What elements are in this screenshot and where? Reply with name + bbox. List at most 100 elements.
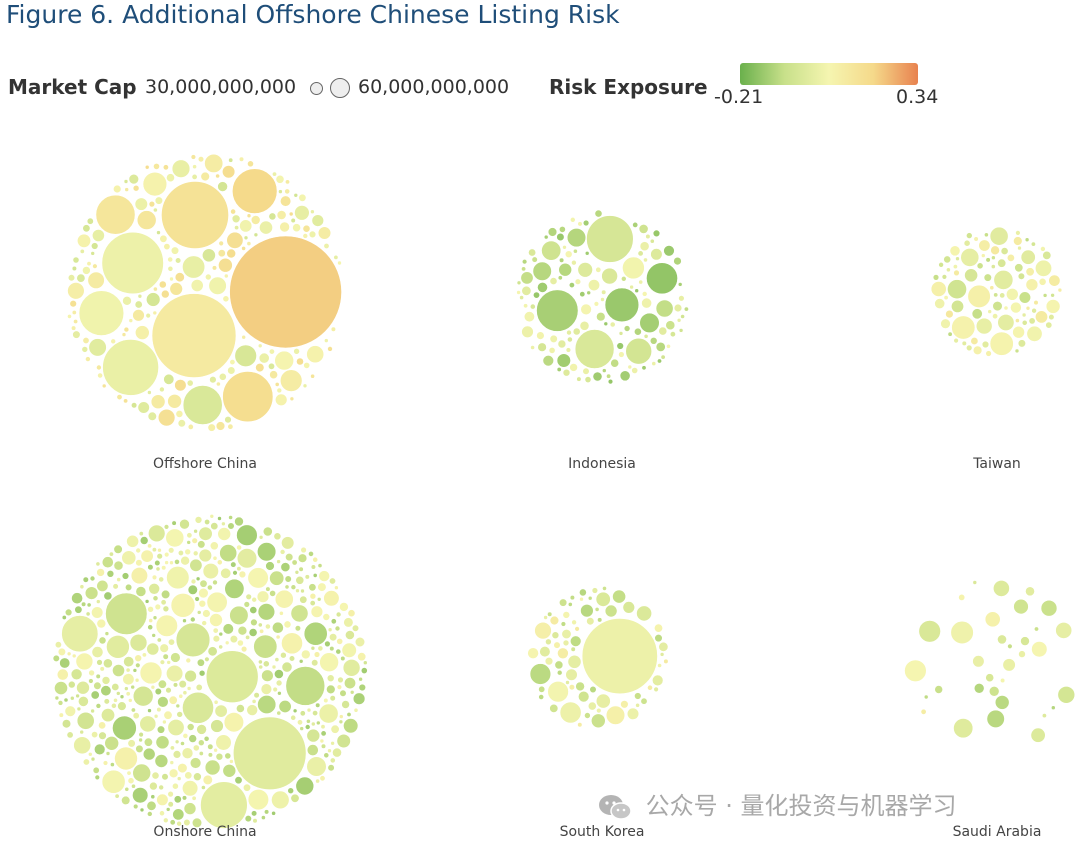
company-bubble <box>945 309 954 319</box>
company-bubble <box>285 666 326 706</box>
company-bubble <box>196 724 207 735</box>
company-bubble <box>151 633 156 638</box>
company-bubble <box>315 720 321 726</box>
company-bubble <box>243 783 252 792</box>
company-bubble <box>576 376 582 382</box>
company-bubble <box>605 705 626 725</box>
company-bubble <box>264 809 270 815</box>
company-bubble <box>997 313 1015 331</box>
company-bubble <box>247 567 269 589</box>
company-bubble <box>246 704 258 716</box>
company-bubble <box>182 255 206 279</box>
company-bubble <box>95 561 101 567</box>
company-bubble <box>176 711 183 718</box>
company-bubble <box>258 352 270 364</box>
company-bubble <box>294 569 300 575</box>
legend-market-cap-min: 30,000,000,000 <box>145 76 297 98</box>
company-bubble <box>80 601 87 607</box>
company-bubble <box>989 331 1014 356</box>
company-bubble <box>228 515 233 520</box>
company-bubble <box>88 751 93 757</box>
company-bubble <box>297 553 308 563</box>
company-bubble <box>102 339 159 396</box>
company-bubble <box>253 692 260 699</box>
company-bubble <box>157 547 162 553</box>
company-bubble <box>991 255 996 261</box>
company-bubble <box>641 291 648 297</box>
company-bubble <box>637 250 644 257</box>
company-bubble <box>73 736 92 755</box>
company-bubble <box>93 743 106 756</box>
company-bubble <box>86 217 94 225</box>
company-bubble <box>164 560 169 565</box>
company-bubble <box>139 536 149 545</box>
company-bubble <box>623 325 631 332</box>
company-bubble <box>306 345 325 364</box>
company-bubble <box>214 704 228 718</box>
company-bubble <box>147 543 153 549</box>
company-bubble <box>70 695 75 701</box>
company-bubble <box>165 528 185 548</box>
company-bubble <box>249 606 258 614</box>
company-bubble <box>296 719 303 726</box>
panel-label: Offshore China <box>153 456 257 472</box>
company-bubble <box>946 267 951 273</box>
company-bubble <box>163 524 170 530</box>
company-bubble <box>134 654 142 663</box>
company-bubble <box>229 759 234 764</box>
company-bubble <box>174 379 187 392</box>
company-bubble <box>96 599 101 604</box>
watermark: 公众号 · 量化投资与机器学习 <box>598 786 957 822</box>
company-bubble <box>320 743 327 749</box>
company-bubble <box>276 710 282 716</box>
company-bubble <box>151 547 157 553</box>
company-bubble <box>326 674 335 683</box>
company-bubble <box>947 331 953 337</box>
company-bubble <box>257 343 263 349</box>
company-bubble <box>549 277 558 285</box>
company-bubble <box>104 631 110 636</box>
company-bubble <box>174 272 185 283</box>
company-bubble <box>167 256 174 263</box>
company-bubble <box>972 345 983 355</box>
company-bubble <box>241 334 246 340</box>
company-bubble <box>125 583 133 592</box>
company-bubble <box>562 368 571 377</box>
company-bubble <box>187 423 194 430</box>
company-bubble <box>1013 598 1029 615</box>
company-bubble <box>294 205 310 221</box>
company-bubble <box>575 681 585 692</box>
company-bubble <box>98 636 107 645</box>
company-bubble <box>92 263 98 269</box>
company-bubble <box>1003 305 1009 311</box>
company-bubble <box>1042 250 1052 260</box>
company-bubble <box>955 256 960 262</box>
company-bubble <box>651 674 664 687</box>
company-bubble <box>278 610 284 616</box>
company-bubble <box>96 659 103 666</box>
company-bubble <box>344 630 355 640</box>
company-bubble <box>215 734 232 751</box>
company-bubble <box>190 616 196 623</box>
company-bubble <box>200 171 210 182</box>
company-bubble <box>124 686 129 691</box>
company-bubble <box>134 677 140 683</box>
company-bubble <box>132 712 140 720</box>
company-bubble <box>158 576 165 583</box>
company-bubble <box>54 695 60 701</box>
company-bubble <box>516 290 521 295</box>
company-bubble <box>114 793 120 799</box>
watermark-text: 公众号 · 量化投资与机器学习 <box>645 792 957 820</box>
company-bubble <box>112 664 125 677</box>
company-bubble <box>68 680 76 689</box>
company-bubble <box>244 814 252 823</box>
company-bubble <box>236 524 258 546</box>
company-bubble <box>162 719 167 725</box>
company-bubble <box>123 179 129 184</box>
company-bubble <box>308 551 314 557</box>
company-bubble <box>167 801 174 808</box>
company-bubble <box>334 625 341 632</box>
company-bubble <box>209 541 219 551</box>
company-bubble <box>521 285 532 296</box>
company-bubble <box>152 207 158 213</box>
